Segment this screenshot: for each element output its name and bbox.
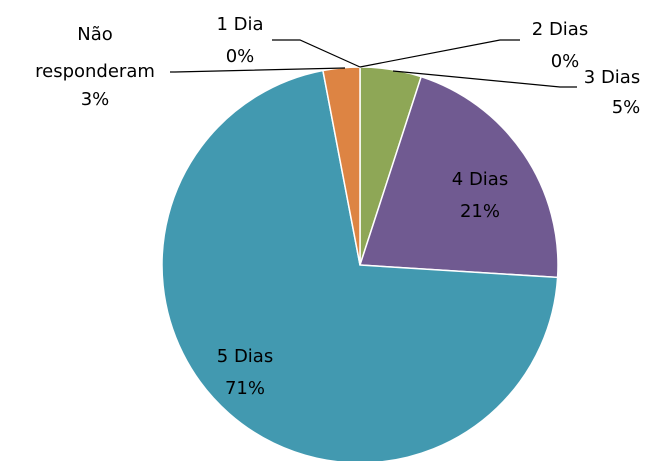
slice-value-label: 21% [460, 201, 500, 222]
pie-slice [161, 69, 559, 461]
leader-line [392, 70, 577, 88]
slice-label: Não responderam [35, 24, 155, 82]
leader-line [359, 39, 520, 68]
slice-value-label: 0% [226, 46, 255, 67]
slice-value-label: 0% [551, 51, 580, 72]
slice-value-label: 5% [612, 97, 641, 118]
slice-value-label: 71% [225, 378, 265, 399]
leader-line [272, 39, 361, 68]
leader-line [170, 67, 346, 73]
slice-label: 5 Dias [217, 346, 273, 367]
slice-label: 3 Dias [584, 67, 640, 88]
slice-label: 4 Dias [452, 169, 508, 190]
slice-label: 2 Dias [532, 19, 588, 40]
pie-slice [358, 75, 559, 279]
slice-value-label: 3% [81, 89, 110, 110]
slice-label: 1 Dia [216, 14, 263, 35]
